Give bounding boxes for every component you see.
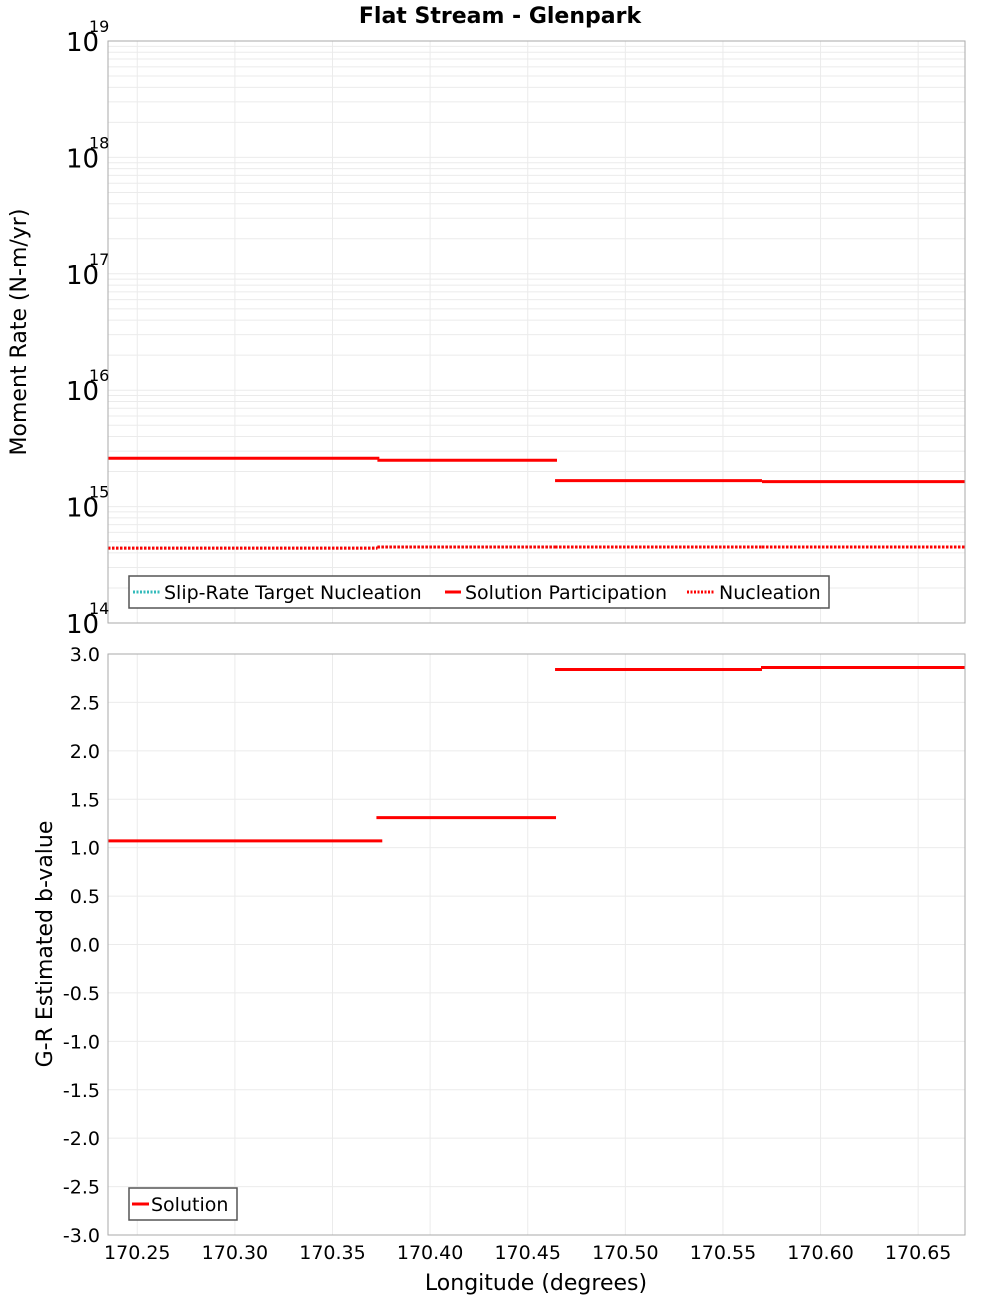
legend-solution-participation: Solution Participation [465,582,667,604]
x-tick-label: 170.55 [690,1242,756,1264]
b-value-plot: 3.0 2.5 2.0 1.5 1.0 0.5 0.0 -0.5 -1.0 -1.5 -2.0 -2.… [33,644,966,1296]
y-tick-label: -1.5 [63,1080,100,1102]
y-tick-exponent: 18 [89,133,109,152]
bottom-legend: Solution [128,1187,238,1221]
y-tick-label: -2.5 [63,1177,100,1199]
top-legend: Slip-Rate Target Nucleation Solution Par… [128,575,830,609]
bottom-plot-frame [107,653,966,1236]
bottom-gridlines [108,653,965,1236]
y-tick-label: 10 [66,28,99,58]
y-tick-label: -0.5 [63,983,100,1005]
bottom-series [108,666,965,843]
y-tick-label: 1.5 [70,789,100,811]
y-tick-label: -2.0 [63,1128,100,1150]
y-tick-label: 2.5 [70,692,100,714]
top-y-axis-label: Moment Rate (N-m/yr) [7,209,32,456]
bottom-y-tick-labels: 3.0 2.5 2.0 1.5 1.0 0.5 0.0 -0.5 -1.0 -1.5 -2.0 -2.… [63,644,100,1247]
y-tick-label: 1.0 [70,838,100,860]
y-tick-exponent: 15 [89,483,109,502]
top-plot-frame [107,40,966,624]
x-tick-label: 170.65 [885,1242,951,1264]
top-gridlines [108,41,965,624]
x-tick-label: 170.50 [592,1242,658,1264]
x-tick-label: 170.60 [787,1242,853,1264]
y-tick-label: 0.5 [70,886,100,908]
y-tick-label: 10 [66,494,99,524]
y-tick-label: -3.0 [63,1225,100,1247]
y-tick-label: 3.0 [70,644,100,666]
legend-slip-rate-target: Slip-Rate Target Nucleation [164,582,422,604]
x-tick-label: 170.25 [104,1242,170,1264]
y-tick-label: 10 [66,610,99,640]
bottom-y-axis-label: G-R Estimated b-value [33,821,58,1068]
y-tick-exponent: 14 [89,599,109,618]
x-tick-label: 170.35 [299,1242,365,1264]
x-tick-label: 170.40 [397,1242,463,1264]
y-tick-label: 0.0 [70,935,100,957]
legend-solution: Solution [151,1194,228,1216]
chart-title: Flat Stream - Glenpark [359,4,643,29]
legend-nucleation: Nucleation [719,582,821,604]
y-tick-label: 10 [66,377,99,407]
y-tick-label: 2.0 [70,741,100,763]
y-tick-exponent: 17 [89,250,109,269]
y-tick-exponent: 16 [89,366,109,385]
top-series [108,456,965,550]
x-tick-label: 170.45 [494,1242,560,1264]
y-tick-label: 10 [66,261,99,291]
y-tick-label: -1.0 [63,1031,100,1053]
x-axis-label: Longitude (degrees) [425,1271,647,1296]
x-tick-label: 170.30 [202,1242,268,1264]
x-tick-labels: 170.25 170.30 170.35 170.40 170.45 170.50 170.… [104,1242,951,1264]
y-tick-exponent: 19 [89,17,109,36]
y-tick-label: 10 [66,144,99,174]
